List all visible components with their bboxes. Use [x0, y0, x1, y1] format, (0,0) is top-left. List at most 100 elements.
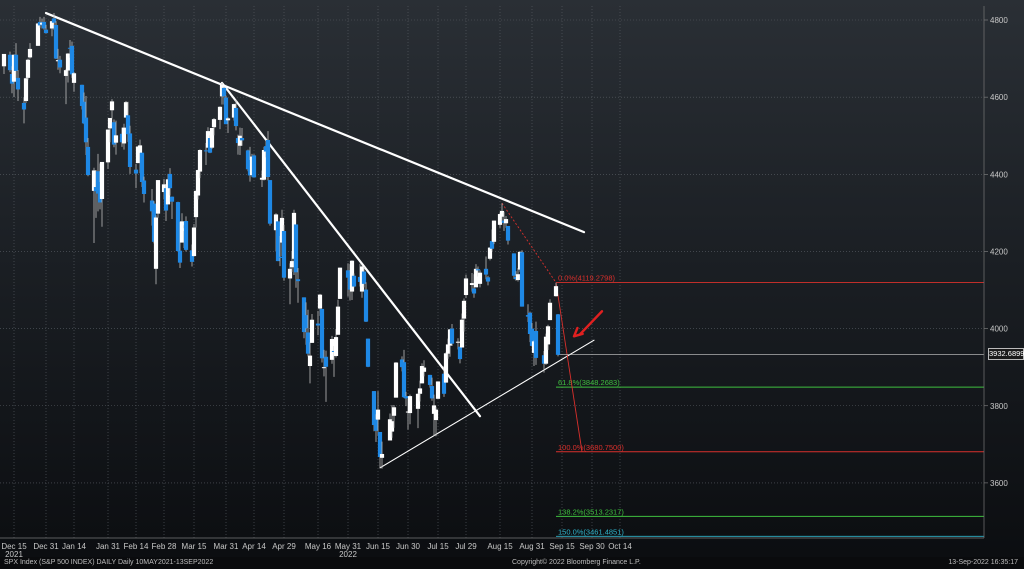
instrument-description: SPX Index (S&P 500 INDEX) DAILY Daily 10…: [4, 559, 214, 566]
candle-body: [35, 23, 41, 46]
candle-body: [15, 77, 21, 90]
candle-body: [373, 419, 379, 431]
candle-body: [51, 18, 57, 23]
candle-body: [505, 225, 511, 241]
y-tick-label: 4400: [990, 170, 1008, 179]
x-tick-label: Oct 14: [608, 542, 632, 551]
fib-projection-segment: [501, 202, 557, 283]
candle-body: [483, 268, 489, 275]
candle-body: [301, 297, 307, 333]
copyright-text: Copyright© 2022 Bloomberg Finance L.P.: [512, 559, 641, 566]
candle-body: [477, 272, 483, 284]
candle-body: [281, 231, 287, 278]
fib-level-label: 0.0%(4119.2798): [558, 274, 615, 283]
candle-body: [109, 101, 115, 111]
candle-body: [391, 407, 397, 416]
candle-body: [471, 288, 477, 294]
candle-body: [515, 274, 521, 280]
candle-body: [195, 170, 201, 196]
timestamp: 13-Sep-2022 16:35:17: [948, 559, 1018, 566]
x-tick-label: Jan 14: [62, 542, 87, 551]
candle-body: [85, 146, 91, 176]
fib-projection-segment: [555, 282, 583, 452]
candle-body: [511, 253, 517, 276]
x-tick-label: Aug 31: [519, 542, 545, 551]
candle-body: [529, 328, 535, 346]
fibonacci-levels: 0.0%(4119.2798) 61.8%(3848.2683) 100.0%(36…: [501, 202, 984, 537]
candle-body: [191, 227, 197, 257]
candle-body: [127, 133, 133, 167]
candle-body: [111, 122, 117, 145]
candle-body: [179, 221, 185, 243]
candle-body: [197, 149, 203, 172]
candle-body: [527, 312, 533, 335]
candle-body: [175, 202, 181, 252]
candle-body: [319, 308, 325, 359]
candle-body: [553, 286, 559, 297]
candle-body: [83, 117, 89, 143]
candle-body: [543, 336, 549, 364]
candle-body: [333, 337, 339, 356]
candle-body: [419, 366, 425, 384]
fib-level-label: 150.0%(3461.4851): [558, 527, 624, 536]
candle-body: [455, 341, 461, 343]
candle-body: [545, 326, 551, 345]
candle-body: [321, 367, 327, 369]
x-tick-label: Apr 14: [242, 542, 266, 551]
status-bar: SPX Index (S&P 500 INDEX) DAILY Daily 10…: [0, 557, 1024, 569]
last-price-label: 3932.6899: [988, 348, 1024, 360]
candle-body: [337, 267, 343, 299]
candle-body: [209, 128, 215, 148]
candle-body: [275, 221, 281, 262]
x-tick-label: Dec 31: [33, 542, 59, 551]
candle-body: [81, 101, 87, 124]
candle-body: [503, 219, 509, 224]
candle-body: [303, 315, 309, 329]
candle-body: [107, 117, 113, 129]
candle-body: [91, 170, 97, 191]
candle-body: [307, 355, 313, 367]
candle-body: [361, 271, 367, 284]
x-tick-label: Mar 15: [182, 542, 207, 551]
arrow-shaft: [578, 310, 604, 336]
candle-body: [189, 250, 195, 262]
candle-body: [487, 247, 493, 259]
candle-body: [547, 302, 553, 321]
candle-body: [469, 283, 475, 286]
candle-body: [105, 129, 111, 163]
candle-body: [289, 261, 295, 268]
x-tick-label: Feb 28: [152, 542, 177, 551]
candle-body: [233, 107, 239, 127]
y-tick-label: 3800: [990, 402, 1008, 411]
candle-body: [167, 173, 173, 189]
candle-body: [49, 21, 55, 29]
trendline-steep-resistance: [220, 81, 482, 418]
arrow-head: [572, 326, 584, 338]
y-tick-label: 4600: [990, 93, 1008, 102]
candle-body: [193, 190, 199, 218]
candle-body: [141, 180, 147, 194]
x-tick-label: May 31: [335, 542, 362, 551]
candle-body: [155, 180, 161, 214]
candle-body: [25, 59, 31, 78]
candle-body: [63, 70, 69, 76]
year-label: 2021: [5, 550, 23, 559]
x-tick-label: May 16: [305, 542, 332, 551]
candle-body: [223, 97, 229, 125]
candle-body: [239, 138, 245, 141]
candle-body: [429, 386, 435, 399]
candle-body: [421, 367, 427, 372]
candle-body: [461, 300, 467, 319]
candle-body: [165, 179, 171, 205]
candle-body: [277, 256, 283, 259]
candle-body: [555, 314, 561, 355]
fib-level-label: 61.8%(3848.2683): [558, 378, 620, 387]
candle-body: [203, 150, 209, 152]
candle-body: [499, 210, 505, 217]
candle-body: [139, 152, 145, 183]
candle-body: [365, 338, 371, 367]
candle-body: [315, 323, 321, 326]
candle-body: [519, 252, 525, 307]
candle-body: [441, 373, 447, 394]
